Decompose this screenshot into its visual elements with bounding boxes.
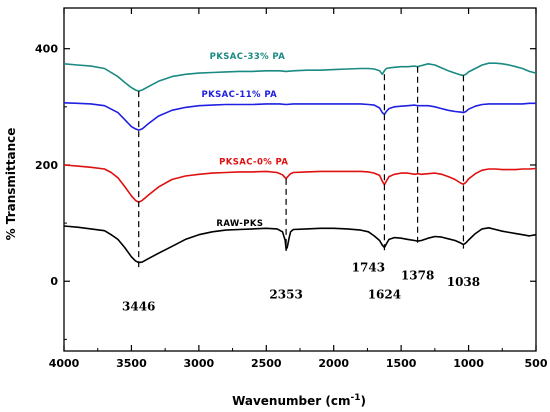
- x-tick-label: 3500: [116, 357, 147, 370]
- peak-label: 2353: [269, 288, 302, 302]
- peak-label: 1378: [401, 268, 434, 282]
- series-label: PKSAC-0% PA: [219, 157, 288, 167]
- x-axis-title-close: ): [360, 394, 365, 408]
- peak-label: 3446: [122, 299, 155, 313]
- series-label: PKSAC-33% PA: [210, 52, 286, 62]
- x-axis-ticks: 4000 3500 3000 2500 2000 1500 1000 500: [49, 8, 548, 370]
- series-label: PKSAC-11% PA: [202, 90, 278, 100]
- x-axis-title-main: Wavenumber (cm: [232, 394, 350, 408]
- y-tick-label: 400: [35, 43, 58, 56]
- peak-label: 1038: [447, 275, 480, 289]
- series-line-raw-pks: [63, 225, 537, 264]
- series-label: RAW-PKS: [216, 219, 263, 229]
- series-line-pksac-0-pa: [63, 164, 537, 203]
- x-tick-label: 1500: [386, 357, 417, 370]
- y-tick-label: 0: [50, 275, 58, 288]
- x-axis-title: Wavenumber (cm-1): [232, 393, 366, 408]
- series-labels: PKSAC-33% PA PKSAC-11% PA PKSAC-0% PA RAW-P…: [202, 52, 288, 229]
- y-axis-ticks: 0 200 400: [35, 43, 536, 340]
- x-tick-label: 4000: [49, 357, 80, 370]
- x-axis-title-sup: -1: [350, 393, 360, 403]
- x-tick-label: 500: [525, 357, 548, 370]
- peak-label: 1743: [352, 260, 385, 274]
- series-line-pksac-33-pa: [63, 62, 537, 92]
- peak-label: 1624: [368, 288, 401, 302]
- series-line-pksac-11-pa: [63, 102, 536, 131]
- x-tick-label: 1000: [453, 357, 484, 370]
- x-tick-label: 2000: [318, 357, 349, 370]
- x-tick-label: 2500: [251, 357, 282, 370]
- y-tick-label: 200: [35, 159, 58, 172]
- y-axis-title: % Transmittance: [4, 128, 18, 241]
- series-lines: [63, 62, 537, 264]
- x-tick-label: 3000: [184, 357, 215, 370]
